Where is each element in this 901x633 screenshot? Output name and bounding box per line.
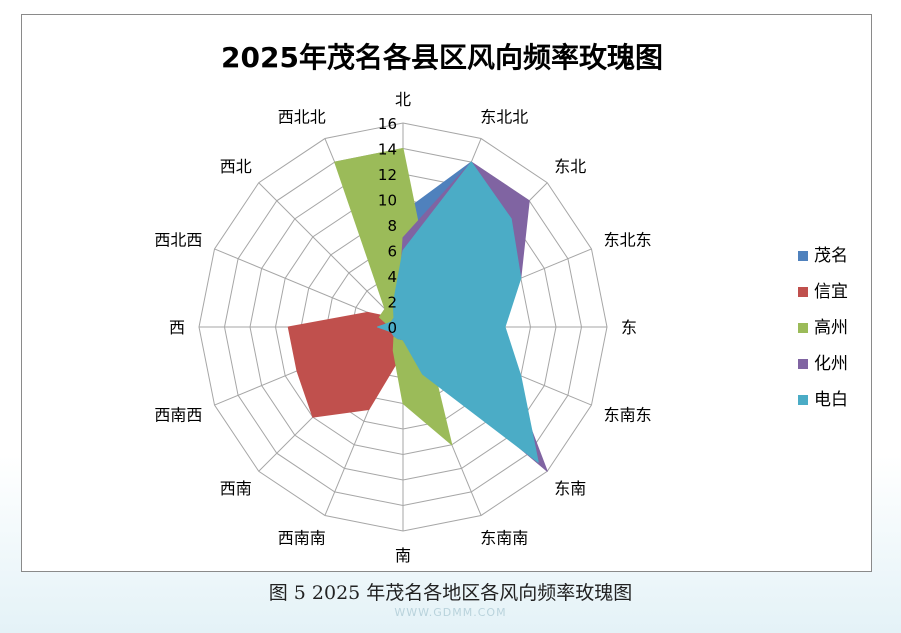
direction-label: 东南 xyxy=(554,479,586,498)
watermark: WWW.GDMM.COM xyxy=(394,606,507,619)
legend-label: 信宜 xyxy=(814,282,848,302)
legend-label: 高州 xyxy=(814,318,848,338)
radial-tick-label: 6 xyxy=(387,243,397,261)
chart-title: 2025年茂名各县区风向频率玫瑰图 xyxy=(221,41,663,74)
radial-tick-label: 10 xyxy=(378,192,397,210)
radial-tick-label: 16 xyxy=(378,115,397,133)
radial-tick-label: 12 xyxy=(378,166,397,184)
direction-label: 南 xyxy=(395,546,411,565)
direction-label: 西北北 xyxy=(278,107,326,126)
direction-label: 东北 xyxy=(554,157,586,176)
radial-tick-label: 2 xyxy=(387,294,397,312)
radial-tick-label: 8 xyxy=(387,217,397,235)
direction-label: 东北东 xyxy=(604,231,652,250)
direction-label: 东北北 xyxy=(480,107,528,126)
direction-label: 西北西 xyxy=(154,231,202,250)
radial-tick-label: 0 xyxy=(387,319,397,337)
chart-figure: 2025年茂名各县区风向频率玫瑰图 0 2 4 6 8 10 12 14 16 北东北北东北东北东东… xyxy=(21,14,872,572)
spoke-dir-14 xyxy=(258,182,404,328)
direction-label: 北 xyxy=(395,90,411,109)
series-area-5 xyxy=(377,161,539,463)
radial-tick-label: 14 xyxy=(378,141,397,159)
direction-label: 东南南 xyxy=(480,529,528,548)
legend-label: 电白 xyxy=(814,390,848,410)
legend-label: 化州 xyxy=(814,354,848,374)
direction-label: 西北 xyxy=(220,157,252,176)
legend-swatch xyxy=(798,395,808,405)
legend-swatch xyxy=(798,287,808,297)
legend-label: 茂名 xyxy=(814,246,848,266)
legend-swatch xyxy=(798,323,808,333)
direction-label: 东 xyxy=(621,318,637,337)
legend-swatch xyxy=(798,359,808,369)
direction-label: 西南西 xyxy=(154,405,202,424)
direction-label: 西南 xyxy=(220,479,252,498)
direction-label: 西南南 xyxy=(278,529,326,548)
radar-chart: 2025年茂名各县区风向频率玫瑰图 0 2 4 6 8 10 12 14 16 北东北北东北东北东东… xyxy=(154,41,848,565)
figure-caption: 图 5 2025 年茂名各地区各风向频率玫瑰图 xyxy=(268,582,633,604)
direction-label: 东南东 xyxy=(604,405,652,424)
legend-swatch xyxy=(798,251,808,261)
radial-tick-label: 4 xyxy=(387,268,397,286)
direction-label: 西 xyxy=(169,318,185,337)
